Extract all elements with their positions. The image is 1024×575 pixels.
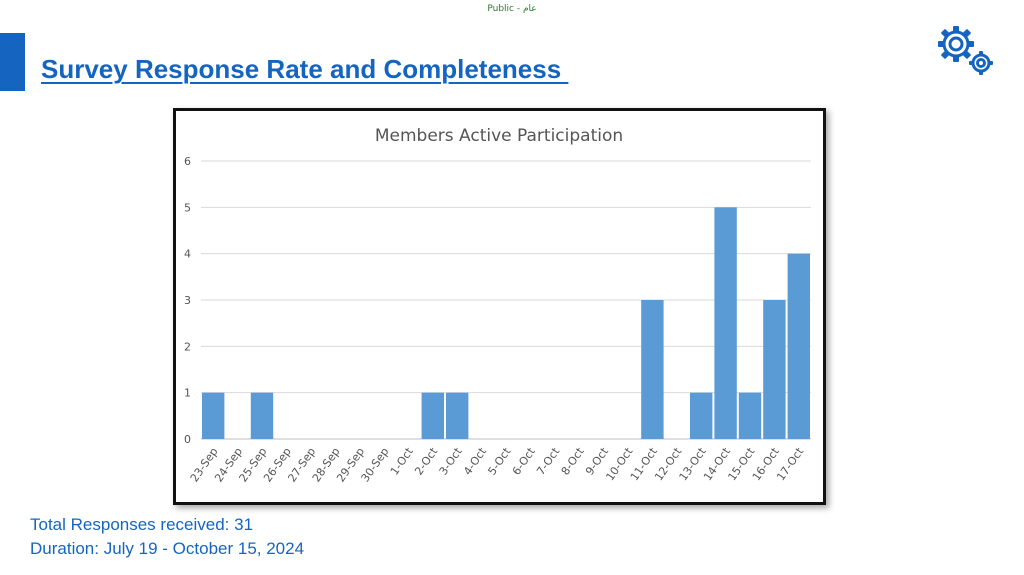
y-tick-label: 5 xyxy=(184,201,191,214)
x-tick-label: 4-Oct xyxy=(461,445,489,478)
x-tick-label: 6-Oct xyxy=(510,445,538,478)
bar-23-Sep xyxy=(202,392,225,439)
bar-17-Oct xyxy=(787,253,810,439)
chart-title: Members Active Participation xyxy=(375,126,623,146)
bar-2-Oct xyxy=(421,392,444,439)
bar-11-Oct xyxy=(641,300,664,439)
accent-bar xyxy=(0,33,25,91)
gears-icon xyxy=(938,26,993,75)
bar-chart: Members Active Participation 0 1 2 3 4 5 6 23-… xyxy=(184,126,811,485)
x-tick-label: 1-Oct xyxy=(388,445,416,478)
y-tick-label: 2 xyxy=(184,340,191,353)
bar-25-Sep xyxy=(250,392,274,439)
chart-frame: Members Active Participation 0 1 2 3 4 5 6 23-… xyxy=(173,108,826,505)
bar-3-Oct xyxy=(446,392,469,439)
x-tick-label: 7-Oct xyxy=(534,445,562,478)
classification-label: Public - عام xyxy=(487,4,537,14)
bar-13-Oct xyxy=(690,392,713,439)
y-tick-label: 3 xyxy=(184,294,191,307)
y-tick-label: 6 xyxy=(184,155,191,168)
bar-15-Oct xyxy=(738,392,762,439)
y-tick-label: 4 xyxy=(184,248,191,261)
x-tick-label: 2-Oct xyxy=(412,445,440,478)
bar-16-Oct xyxy=(763,300,786,439)
x-tick-label: 8-Oct xyxy=(559,445,587,478)
x-tick-label: 17-Oct xyxy=(774,445,806,484)
total-responses-text: Total Responses received: 31 xyxy=(30,515,254,534)
bar-14-Oct xyxy=(714,207,737,439)
y-tick-label: 0 xyxy=(184,433,191,446)
page-title: Survey Response Rate and Completeness xyxy=(41,54,569,84)
footer-info: Total Responses received: 31 Duration: J… xyxy=(30,513,304,561)
chart-bars xyxy=(202,207,810,439)
x-tick-label: 3-Oct xyxy=(437,445,465,478)
y-axis: 0 1 2 3 4 5 6 xyxy=(184,155,191,446)
duration-text: Duration: July 19 - October 15, 2024 xyxy=(30,539,305,558)
y-tick-label: 1 xyxy=(184,387,191,400)
x-tick-label: 5-Oct xyxy=(485,445,513,478)
x-axis: 23-Sep24-Sep25-Sep26-Sep27-Sep28-Sep29-S… xyxy=(188,445,807,485)
